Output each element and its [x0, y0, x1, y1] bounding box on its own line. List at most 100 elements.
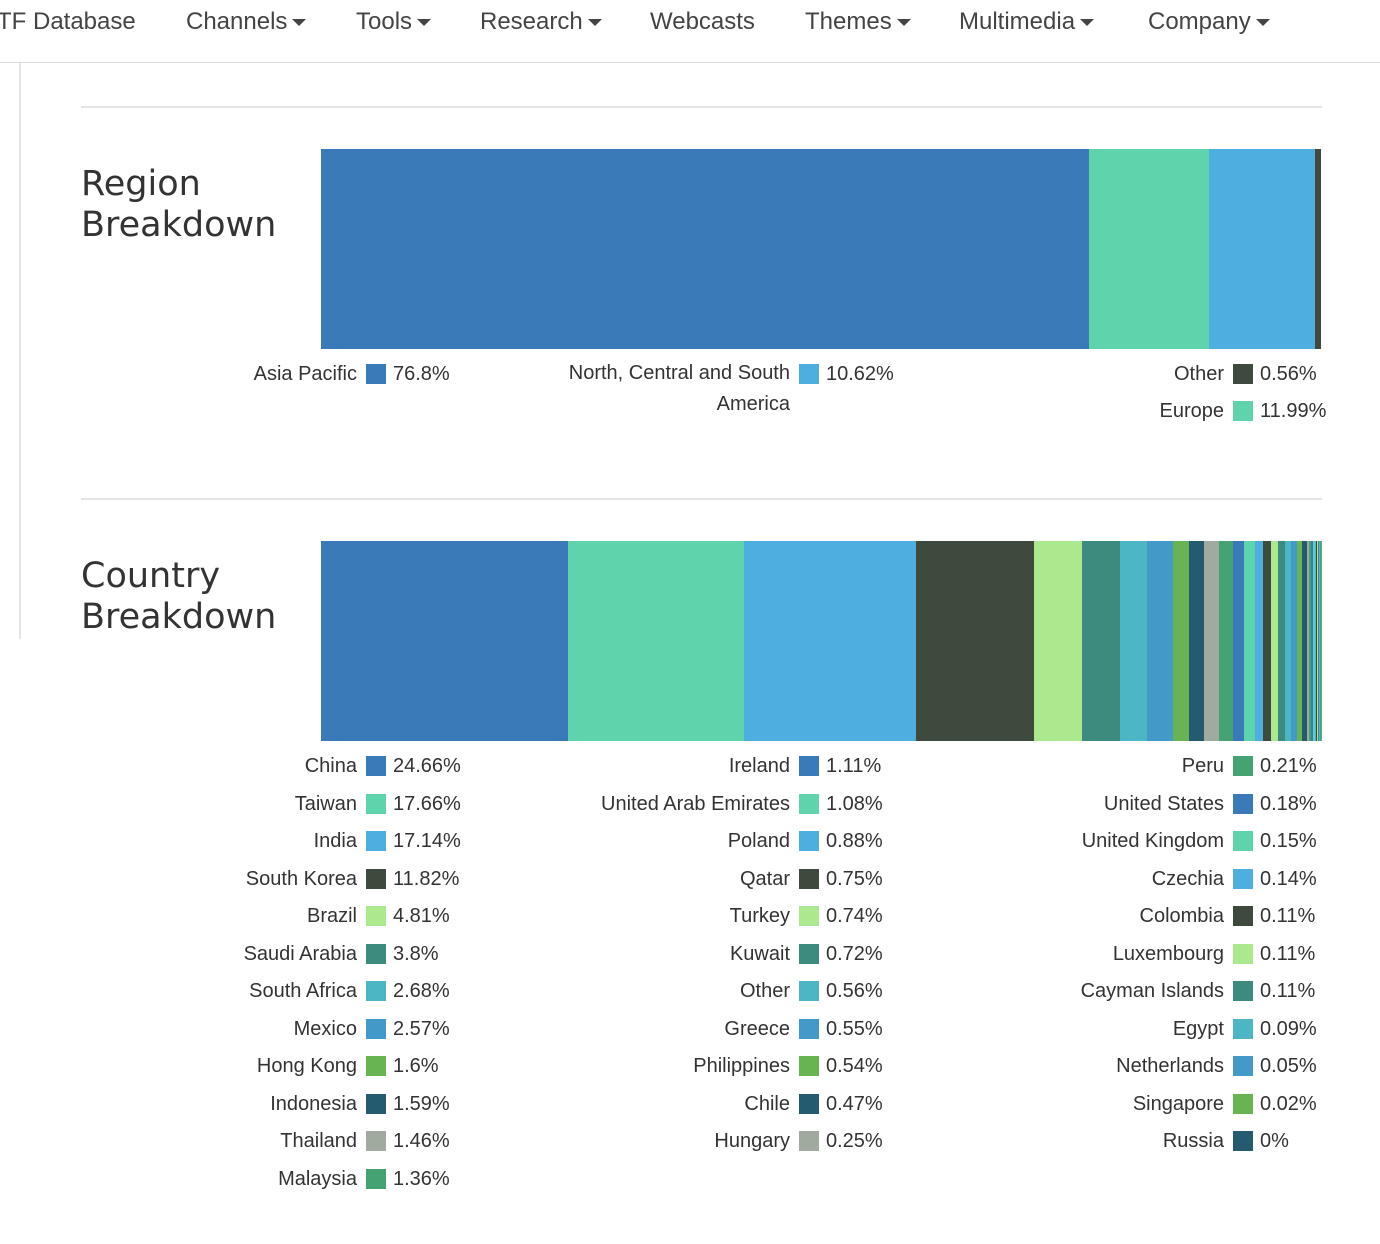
legend-swatch [366, 943, 386, 964]
legend-value: 0.25% [826, 1130, 883, 1152]
nav-item-webcasts[interactable]: Webcasts [650, 6, 755, 38]
bar-segment-indonesia[interactable] [1188, 541, 1205, 741]
legend-label: Netherlands [1116, 1055, 1224, 1077]
legend-swatch [366, 364, 386, 384]
legend-swatch [799, 981, 819, 1001]
bar-segment-egypt[interactable] [1319, 541, 1321, 741]
legend-swatch [1233, 756, 1253, 776]
legend-value: 1.6% [393, 1055, 439, 1077]
bar-segment-saudi-arabia[interactable] [1082, 541, 1121, 741]
bar-segment-south-africa[interactable] [1120, 541, 1147, 741]
legend-label: Brazil [306, 905, 357, 927]
bar-segment-china[interactable] [321, 541, 568, 741]
legend-value: 10.62% [826, 363, 894, 385]
nav-item-channels[interactable]: Channels [186, 6, 307, 38]
bar-segment-luxembourg[interactable] [1316, 541, 1319, 741]
bar-segment-mexico[interactable] [1146, 541, 1173, 741]
legend-value: 0.74% [826, 905, 883, 927]
legend-value: 0.05% [1260, 1055, 1317, 1077]
legend-value: 3.8% [393, 942, 439, 965]
bar-segment-malaysia[interactable] [1219, 541, 1233, 741]
legend-label: Turkey [729, 905, 790, 927]
legend-label: Malaysia [278, 1167, 357, 1190]
legend-label: Hungary [714, 1130, 790, 1152]
bar-segment-colombia[interactable] [1315, 541, 1317, 741]
legend-label: North, Central and South America [568, 362, 790, 415]
legend-value: 0.88% [826, 830, 883, 852]
bar-segment-united-arab-emirates[interactable] [1243, 541, 1255, 741]
bar-segment-asia-pacific[interactable] [321, 149, 1090, 349]
bar-segment-ireland[interactable] [1232, 541, 1244, 741]
nav-item-tools[interactable]: Tools [356, 6, 432, 38]
legend-swatch [799, 906, 819, 926]
legend-label: Taiwan [294, 792, 357, 815]
bar-segment-north-central-and-south-america[interactable] [1209, 149, 1316, 349]
nav-item-label: TF Database [0, 8, 136, 35]
bar-segment-czechia[interactable] [1314, 541, 1316, 741]
legend-value: 1.08% [826, 792, 883, 815]
bar-segment-peru[interactable] [1309, 541, 1312, 741]
legend-label: Peru [1181, 755, 1224, 777]
bar-segment-hungary[interactable] [1306, 541, 1310, 741]
legend-value: 4.81% [393, 905, 450, 927]
nav-item-multimedia[interactable]: Multimedia [959, 6, 1095, 38]
legend-value: 17.14% [393, 830, 461, 852]
bar-segment-kuwait[interactable] [1278, 541, 1286, 741]
bar-segment-philippines[interactable] [1296, 541, 1302, 741]
legend-swatch [366, 981, 386, 1001]
legend-swatch [1233, 364, 1253, 384]
bar-segment-cayman-islands[interactable] [1318, 541, 1320, 741]
bar-segment-thailand[interactable] [1204, 541, 1220, 741]
legend-label: Indonesia [270, 1092, 357, 1115]
nav-item-company[interactable]: Company [1148, 6, 1270, 38]
bar-segment-hong-kong[interactable] [1172, 541, 1189, 741]
nav-item-label: Themes [805, 8, 892, 35]
legend-swatch [799, 1093, 819, 1114]
bar-segment-taiwan[interactable] [567, 541, 745, 741]
bar-segment-united-states[interactable] [1311, 541, 1313, 741]
legend-swatch [1233, 831, 1253, 851]
legend-swatch [366, 1131, 386, 1151]
legend-label: Chile [744, 1092, 790, 1115]
bar-segment-united-kingdom[interactable] [1313, 541, 1315, 741]
bar-segment-qatar[interactable] [1263, 541, 1271, 741]
bar-segment-greece[interactable] [1291, 541, 1297, 741]
bar-segment-poland[interactable] [1254, 541, 1264, 741]
legend-swatch [799, 364, 819, 384]
legend-value: 0.72% [826, 942, 883, 965]
legend-label: Other [739, 980, 790, 1002]
legend-swatch [1233, 1018, 1253, 1039]
bar-segment-netherlands[interactable] [1320, 541, 1321, 741]
bar-segment-india[interactable] [744, 541, 916, 741]
legend-swatch [366, 831, 386, 851]
nav-item-tf-database[interactable]: TF Database [0, 6, 136, 38]
legend-swatch [366, 906, 386, 926]
legend-label: Ireland [728, 755, 790, 777]
region-divider [81, 106, 1322, 108]
bar-segment-turkey[interactable] [1270, 541, 1279, 741]
legend-value: 0.56% [1260, 363, 1317, 385]
bar-segment-south-korea[interactable] [915, 541, 1034, 741]
bar-segment-other[interactable] [1285, 541, 1292, 741]
legend-value: 0.21% [1260, 755, 1317, 777]
legend-value: 0.14% [1260, 867, 1317, 890]
nav-item-research[interactable]: Research [480, 6, 602, 38]
legend-label: Philippines [693, 1055, 790, 1077]
legend-swatch [799, 868, 819, 889]
legend-value: 17.66% [393, 792, 461, 815]
country-divider [81, 498, 1322, 500]
legend-swatch [366, 1168, 386, 1189]
region-title: Region Breakdown [81, 164, 277, 245]
legend-value: 2.68% [393, 980, 450, 1002]
legend-label: Cayman Islands [1080, 980, 1224, 1002]
bar-segment-chile[interactable] [1301, 541, 1307, 741]
legend-label: Thailand [280, 1130, 357, 1152]
nav-item-themes[interactable]: Themes [805, 6, 911, 38]
bar-segment-other[interactable] [1315, 149, 1321, 349]
legend-value: 0% [1260, 1130, 1289, 1152]
caret-down-icon [1255, 19, 1270, 27]
legend-label: Czechia [1151, 867, 1224, 890]
bar-segment-europe[interactable] [1089, 149, 1210, 349]
country-stacked-bar [321, 541, 1321, 741]
bar-segment-brazil[interactable] [1033, 541, 1083, 741]
